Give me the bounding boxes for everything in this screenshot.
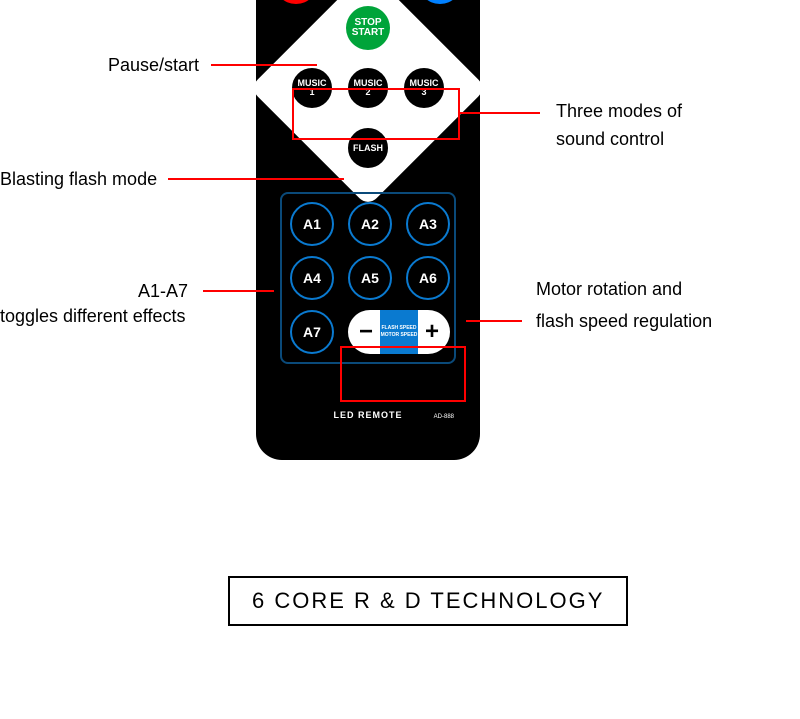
annotation-three-modes-line1: Three modes of [556,100,682,123]
callout-line [211,64,317,66]
a2-button[interactable]: A2 [348,202,392,246]
a7-button[interactable]: A7 [290,310,334,354]
annotation-blasting: Blasting flash mode [0,168,157,191]
callout-line [203,290,274,292]
callout-box-music [292,88,460,140]
flash-speed-label: FLASH SPEED [381,325,416,332]
callout-line [460,112,540,114]
speed-minus-button[interactable]: − [352,318,380,346]
annotation-a1a7-line1: A1-A7 [138,280,188,303]
a3-button[interactable]: A3 [406,202,450,246]
model-label: AD-888 [434,414,454,420]
annotation-motor-line2: flash speed regulation [536,310,712,333]
callout-line [168,178,344,180]
callout-line [466,320,522,322]
annotation-a1a7-line2: toggles different effects [0,305,185,328]
a5-button[interactable]: A5 [348,256,392,300]
a6-button[interactable]: A6 [406,256,450,300]
a4-button[interactable]: A4 [290,256,334,300]
annotation-motor-line1: Motor rotation and [536,278,682,301]
effects-grid: A1 A2 A3 A4 A5 A6 A7 − FLASH SPEED MOTOR… [280,192,456,364]
motor-speed-label: MOTOR SPEED [381,332,418,339]
tech-banner: 6 CORE R & D TECHNOLOGY [228,576,628,626]
a1-button[interactable]: A1 [290,202,334,246]
annotation-three-modes-line2: sound control [556,128,664,151]
callout-box-speed [340,346,466,402]
speed-plus-button[interactable]: + [418,318,446,346]
stop-start-button[interactable]: STOP START [346,6,390,50]
annotation-pause-start: Pause/start [108,54,199,77]
